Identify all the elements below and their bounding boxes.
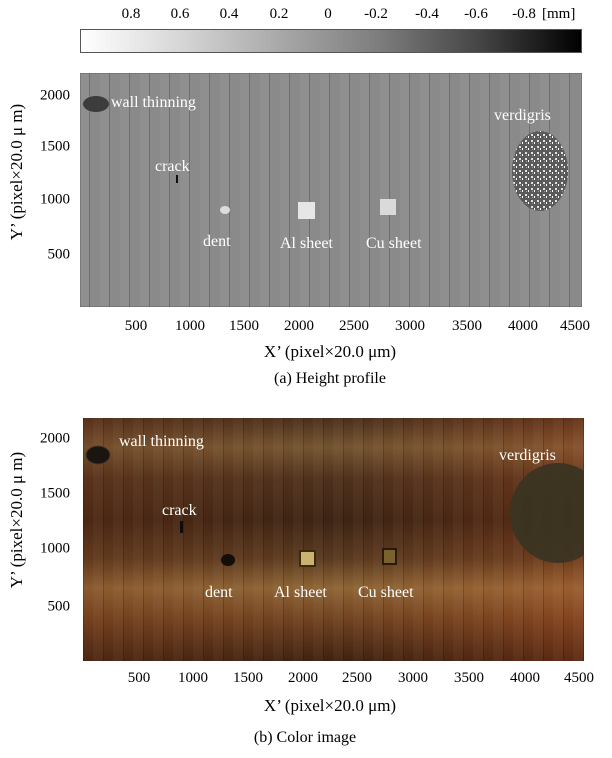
x-tick: 4000 [510,670,540,686]
height-profile-image [80,73,582,307]
y-axis-label: Y’ (pixel×20.0 μ m) [7,103,26,241]
wall-thinning-mark [83,96,109,112]
x-tick: 4500 [564,670,594,686]
anno-al-sheet: Al sheet [274,584,327,601]
x-axis-label: X’ (pixel×20.0 μm) [263,342,397,361]
anno-cu-sheet: Cu sheet [366,235,422,252]
x-tick: 3000 [395,318,425,334]
cu-sheet-mark [382,548,397,565]
verdigris-mark [510,463,584,563]
y-tick: 500 [47,246,71,263]
anno-dent: dent [205,584,233,601]
x-tick: 500 [127,670,151,686]
wall-thinning-mark [85,445,111,465]
anno-verdigris: verdigris [499,447,556,464]
y-axis-label: Y’ (pixel×20.0 μ m) [7,451,26,589]
y-tick: 2000 [40,430,70,447]
colorbar-tick: 0.2 [269,6,289,22]
caption-b: (b) Color image [253,729,357,746]
x-tick: 3500 [452,318,482,334]
x-tick: 1000 [178,670,208,686]
colorbar-tick: -0.8 [512,6,536,22]
x-tick: 2500 [339,318,369,334]
x-tick: 1500 [233,670,263,686]
crack-mark [176,175,178,183]
anno-verdigris: verdigris [494,107,551,124]
x-tick: 1000 [175,318,205,334]
y-tick: 2000 [40,87,70,104]
anno-wall-thinning: wall thinning [119,433,204,450]
x-tick: 3000 [398,670,428,686]
colorbar-tick: 0.4 [219,6,239,22]
scan-stripes [83,418,584,661]
x-tick: 500 [124,318,148,334]
colorbar-tick: 0.8 [121,6,141,22]
verdigris-mark [512,131,568,211]
y-tick: 1500 [40,485,70,502]
dent-mark [221,554,235,566]
color-image [83,418,584,661]
y-tick: 500 [47,598,71,615]
x-tick: 3500 [454,670,484,686]
x-tick: 2500 [342,670,372,686]
y-tick: 1000 [40,540,70,557]
caption-a: (a) Height profile [274,370,386,387]
y-tick: 1000 [40,191,70,208]
cu-sheet-mark [380,199,396,215]
x-tick: 2000 [288,670,318,686]
anno-crack: crack [155,158,190,175]
x-tick: 1500 [229,318,259,334]
colorbar-gradient [80,29,582,53]
x-tick: 4500 [560,318,590,334]
dent-mark [220,206,230,214]
colorbar-tick: -0.6 [464,6,488,22]
height-surface [80,73,582,307]
colorbar-tick: -0.2 [364,6,388,22]
anno-dent: dent [203,233,231,250]
x-tick: 4000 [508,318,538,334]
anno-wall-thinning: wall thinning [111,94,196,111]
anno-cu-sheet: Cu sheet [358,584,414,601]
crack-mark [180,521,183,533]
al-sheet-mark [298,202,315,219]
al-sheet-mark [299,550,316,567]
x-tick: 2000 [284,318,314,334]
anno-al-sheet: Al sheet [280,235,333,252]
colorbar-tick: 0.6 [170,6,190,22]
x-axis-label: X’ (pixel×20.0 μm) [263,696,397,715]
y-tick: 1500 [40,138,70,155]
colorbar-unit: [mm] [542,6,576,22]
colorbar-tick: -0.4 [415,6,439,22]
colorbar-tick: 0 [324,6,332,22]
anno-crack: crack [162,502,197,519]
